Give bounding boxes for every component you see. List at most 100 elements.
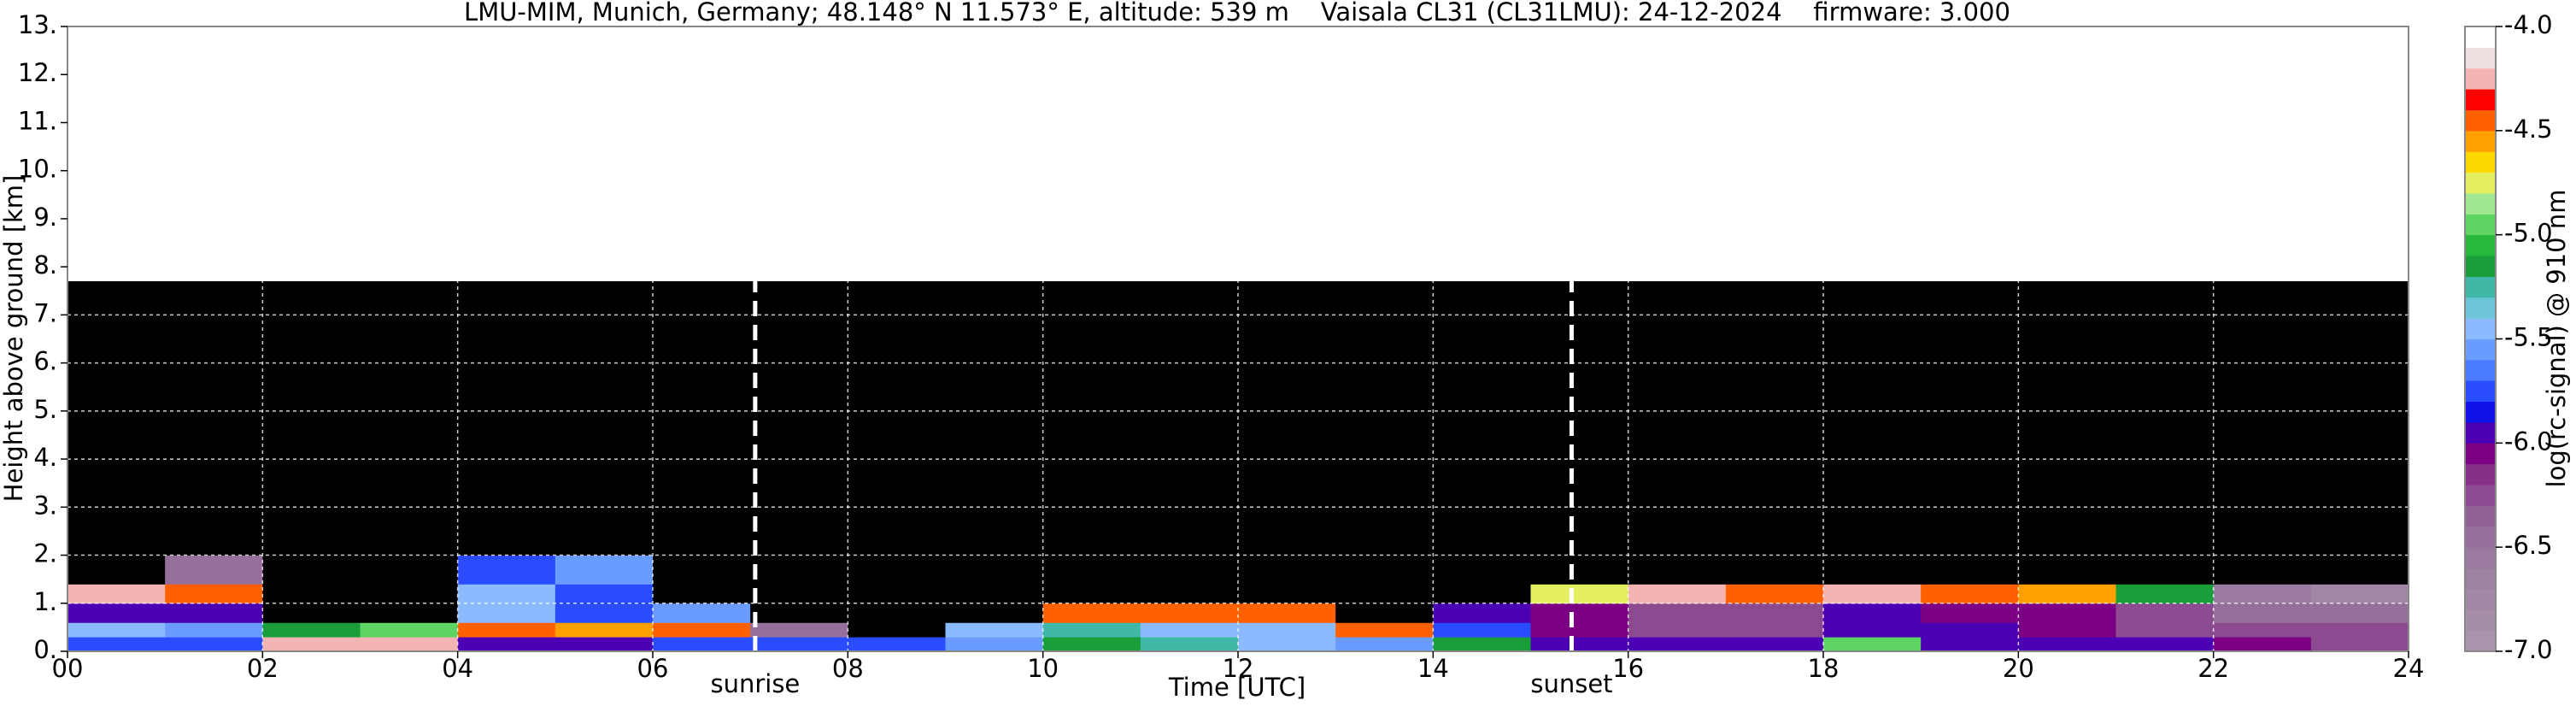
heatmap-cell [2115, 507, 2215, 556]
heatmap-cell [2018, 410, 2116, 508]
heatmap-cell [2115, 281, 2215, 412]
heatmap-cell [2310, 584, 2409, 604]
heatmap-cell [1433, 281, 1531, 412]
colorbar-segment [2465, 318, 2496, 339]
heatmap-cell [848, 637, 946, 652]
heatmap-cell [653, 584, 751, 604]
colorbar-segment [2465, 256, 2496, 277]
heatmap-cell [1042, 637, 1141, 652]
heatmap-cell [848, 603, 946, 623]
heatmap-cell [2213, 637, 2312, 652]
heatmap-cell [945, 555, 1044, 585]
heatmap-cell [67, 637, 166, 652]
heatmap-cell [2213, 584, 2312, 604]
colorbar-segment [2465, 47, 2496, 69]
heatmap-cell [1530, 622, 1629, 638]
heatmap-cell [262, 622, 361, 638]
heatmap-cell [67, 507, 166, 556]
colorbar-segment [2465, 443, 2496, 465]
heatmap-cell [848, 507, 946, 556]
y-tick-label: 4. [33, 443, 57, 472]
colorbar-segment [2465, 172, 2496, 194]
heatmap-cell [1433, 584, 1531, 604]
heatmap-cell [750, 622, 848, 638]
heatmap-cell [1335, 603, 1434, 623]
heatmap-cell [262, 637, 361, 652]
heatmap-cell [1433, 410, 1531, 508]
heatmap-cell [1042, 281, 1141, 412]
heatmap-cell [2018, 507, 2116, 556]
heatmap-cell [1823, 507, 1922, 556]
heatmap-cell [750, 637, 848, 652]
heatmap-cell [457, 281, 556, 412]
heatmap-cell [945, 622, 1044, 638]
heatmap-cell [1140, 584, 1239, 604]
heatmap-cell [165, 584, 263, 604]
chart-title: LMU-MIM, Munich, Germany; 48.148° N 11.5… [464, 0, 2010, 26]
heatmap-cell [945, 603, 1044, 623]
heatmap-cell [165, 507, 263, 556]
heatmap-cell [1628, 555, 1727, 585]
colorbar-segment [2465, 421, 2496, 444]
heatmap-cell [1921, 584, 2019, 604]
heatmap-cell [2115, 603, 2215, 623]
heatmap-cell [1921, 622, 2019, 638]
x-tick-label: 10 [1027, 654, 1059, 683]
heatmap-cell [1530, 637, 1629, 652]
colorbar-segment [2465, 297, 2496, 319]
heatmap-cell [2213, 555, 2312, 585]
colorbar-segment [2465, 338, 2496, 361]
heatmap-cell [1238, 584, 1336, 604]
heatmap-cell [360, 603, 459, 623]
heatmap-cell [165, 281, 263, 412]
heatmap-cell [1140, 555, 1239, 585]
heatmap-cell [457, 584, 556, 604]
heatmap-cell [1238, 603, 1336, 623]
heatmap-cell [1725, 555, 1824, 585]
x-tick-label: 12 [1223, 654, 1254, 683]
y-tick-label: 0. [33, 635, 57, 664]
heatmap-cell [262, 603, 361, 623]
y-tick-label: 11. [18, 106, 57, 135]
heatmap-cell [2018, 637, 2116, 652]
heatmap-cell [67, 555, 166, 585]
heatmap-cell [1042, 507, 1141, 556]
heatmap-cell [2213, 507, 2312, 556]
heatmap-cell [2310, 637, 2409, 652]
colorbar-segment [2465, 463, 2496, 485]
heatmap-cell [360, 637, 459, 652]
heatmap-cell [1530, 555, 1629, 585]
y-tick-label: 7. [33, 298, 57, 327]
x-tick-label: 22 [2198, 654, 2229, 683]
colorbar-tick-label: -4.5 [2504, 115, 2553, 144]
x-tick-label: 00 [52, 654, 84, 683]
heatmap-cell [1921, 603, 2019, 623]
colorbar-tick-label: -6.0 [2504, 427, 2553, 456]
heatmap-cell [1042, 584, 1141, 604]
heatmap-cell [457, 555, 556, 585]
heatmap-cell [2115, 555, 2215, 585]
heatmap-cell [2213, 603, 2312, 623]
heatmap-cell [653, 507, 751, 556]
heatmap-cell [1725, 622, 1824, 638]
heatmap-cell [750, 281, 848, 412]
heatmap-cell [1530, 584, 1629, 604]
heatmap-cell [67, 584, 166, 604]
heatmap-cell [262, 281, 361, 412]
heatmap-cell [262, 584, 361, 604]
colorbar-segment [2465, 276, 2496, 298]
heatmap-cell [457, 603, 556, 623]
colorbar-tick-label: -5.0 [2504, 219, 2553, 248]
heatmap-cell [1433, 603, 1531, 623]
x-tick-label: 18 [1808, 654, 1840, 683]
colorbar-segment [2465, 26, 2496, 48]
x-tick-label: 24 [2393, 654, 2425, 683]
heatmap-cell [360, 555, 459, 585]
heatmap-cell [1238, 281, 1336, 412]
y-tick-label: 9. [33, 203, 57, 232]
heatmap-cell [67, 281, 166, 412]
heatmap-cell [2018, 622, 2116, 638]
heatmap-cell [1725, 410, 1824, 508]
heatmap-cell [360, 507, 459, 556]
colorbar-tick-label: -4.0 [2504, 10, 2553, 39]
